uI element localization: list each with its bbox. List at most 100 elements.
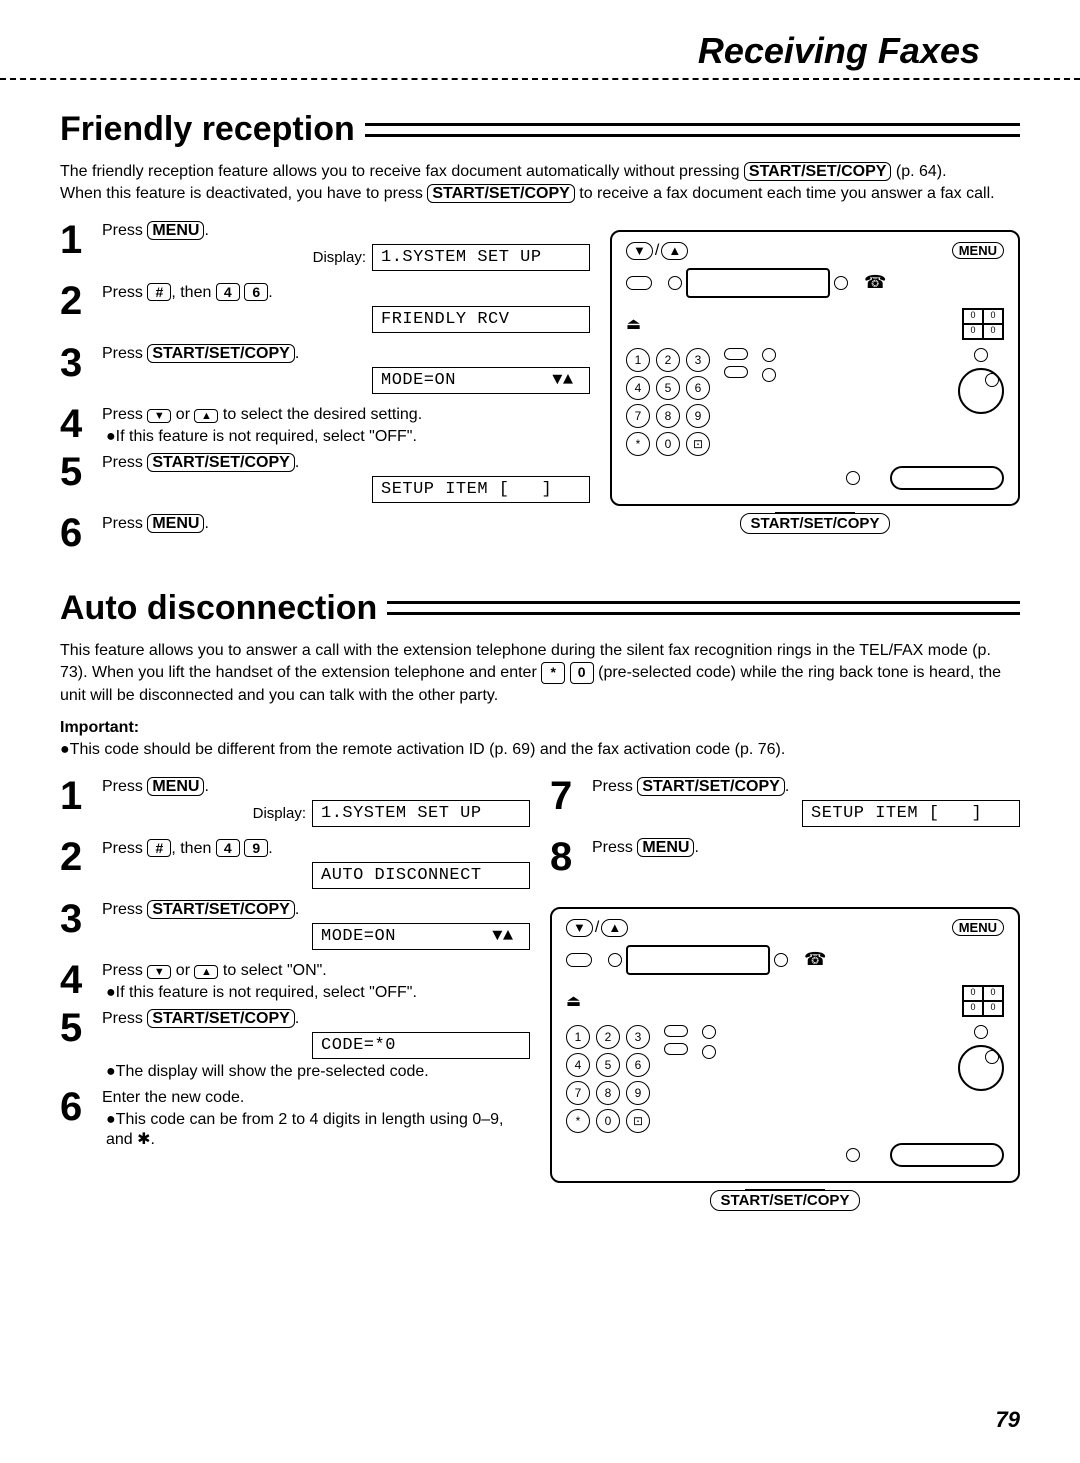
step-text: or [171,962,194,979]
step-text: . [295,345,299,362]
lcd-display: 1.SYSTEM SET UP [372,244,590,271]
important-label: Important: [60,717,1020,739]
step-text: . [204,515,208,532]
step-text: to select "ON". [218,962,326,979]
start-set-copy-button: START/SET/COPY [637,777,785,796]
dot-icon [834,276,848,290]
step-text: Press [102,222,147,239]
lcd-display: 1.SYSTEM SET UP [312,800,530,827]
intro-text: to receive a fax document each time you … [575,185,995,202]
cassette-icon: ⏏ [626,314,641,334]
start-set-copy-button: START/SET/COPY [147,453,295,472]
step-number: 5 [60,452,102,492]
step-text: Press [102,962,147,979]
button-shape [626,276,652,290]
key: 8 [596,1081,620,1105]
step-text: . [295,901,299,918]
step-text: . [268,284,272,301]
lcd-display: AUTO DISCONNECT [312,862,530,889]
section-friendly-head: Friendly reception [60,110,1020,149]
key: 9 [686,404,710,428]
key: 4 [566,1053,590,1077]
step-number: 5 [60,1008,102,1048]
step-6: 6 Press MENU. [60,513,590,553]
keypad: 1 2 3 4 5 6 7 8 9 * 0 ⊡ [566,1025,650,1133]
lcd-display: SETUP ITEM [ ] [372,476,590,503]
lcd-screen [686,268,830,298]
oval-icon [664,1043,688,1055]
start-set-copy-button: START/SET/COPY [147,344,295,363]
step-text: Press [592,839,637,856]
menu-button: MENU [147,514,204,533]
menu-button-label: MENU [952,242,1004,259]
step-number: 2 [60,281,102,321]
step-text: . [204,778,208,795]
step-2: 2 Press #, then 4 6. FRIENDLY RCV [60,281,590,337]
key: 1 [626,348,650,372]
start-set-copy-label: START/SET/COPY [710,1190,861,1211]
key: 1 [566,1025,590,1049]
dot-icon [846,471,860,485]
handset-icon: ☎ [864,272,886,293]
key: 0 [596,1109,620,1133]
up-arrow-icon: ▲ [661,242,688,260]
step-number: 3 [60,343,102,383]
step-text: or [171,406,194,423]
dot-icon [668,276,682,290]
oval-icon [724,348,748,360]
section-rule [365,123,1020,137]
intro-text: The friendly reception feature allows yo… [60,163,739,180]
step-text: . [295,454,299,471]
down-arrow-icon: ▼ [626,242,653,260]
step-1: 1 Press MENU. Display:1.SYSTEM SET UP [60,776,530,831]
down-arrow-key: ▼ [147,409,171,423]
lcd-display: SETUP ITEM [ ] [802,800,1020,827]
step-number: 8 [550,837,592,877]
dot-icon [608,953,622,967]
step-3: 3 Press START/SET/COPY. MODE=ON ▼▲ [60,899,530,954]
start-set-copy-button: START/SET/COPY [147,900,295,919]
header-rule [0,78,1080,80]
lcd-display: FRIENDLY RCV [372,306,590,333]
key-4: 4 [216,283,240,301]
display-label: Display: [313,249,366,266]
start-set-copy-button: START/SET/COPY [744,162,892,181]
step-8: 8 Press MENU. [550,837,1020,877]
step-text: Press [102,840,147,857]
step-number: 1 [60,776,102,816]
friendly-intro: The friendly reception feature allows yo… [60,161,1020,206]
section-auto-head: Auto disconnection [60,589,1020,628]
step-text: to select the desired setting. [218,406,422,423]
slash: / [655,242,659,260]
step-text: Press [102,778,147,795]
keypad: 1 2 3 4 5 6 7 8 9 * 0 ⊡ [626,348,710,456]
intro-text: When this feature is deactivated, you ha… [60,185,427,202]
step-number: 4 [60,404,102,444]
step-text: . [204,222,208,239]
device-illustration: ▼/▲ MENU ☎ ⏏ 0000 1 2 [550,907,1020,1183]
scroll-block: 0000 [962,985,1004,1017]
key: 4 [626,376,650,400]
step-bullet: If this feature is not required, select … [116,984,417,1001]
menu-button: MENU [147,221,204,240]
step-text: Press [102,406,147,423]
oval-icon [724,366,748,378]
key: * [566,1109,590,1133]
step-bullet: This code can be from 2 to 4 digits in l… [106,1111,503,1148]
step-number: 4 [60,960,102,1000]
start-set-copy-label: START/SET/COPY [740,513,891,534]
dot-icon [774,953,788,967]
step-text: Press [102,345,147,362]
key-6: 6 [244,283,268,301]
step-text: . [295,1010,299,1027]
section-friendly-title: Friendly reception [60,110,355,149]
step-5: 5 Press START/SET/COPY. SETUP ITEM [ ] [60,452,590,507]
key-4: 4 [216,839,240,857]
lcd-screen [626,945,770,975]
down-arrow-key: ▼ [147,965,171,979]
key-9: 9 [244,839,268,857]
step-text: Press [102,515,147,532]
dial-icon [958,368,1004,414]
up-arrow-key: ▲ [194,965,218,979]
dot-icon [846,1148,860,1162]
